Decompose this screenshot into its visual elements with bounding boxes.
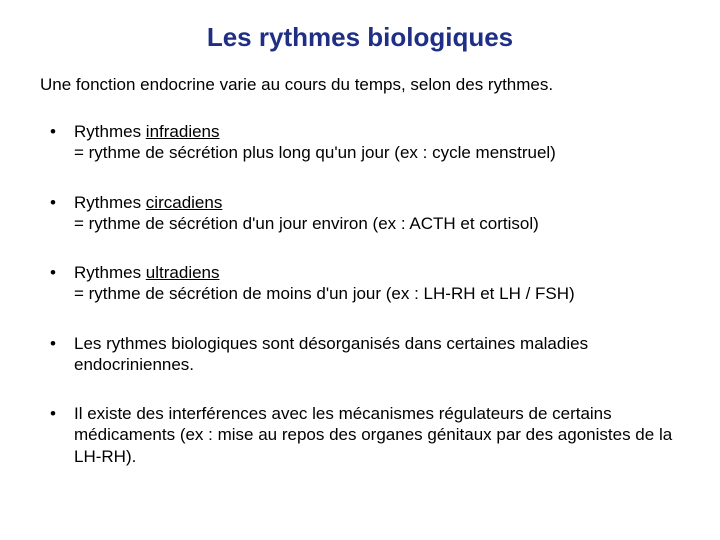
bullet-item: Rythmes infradiens = rythme de sécrétion… (40, 121, 680, 164)
bullet-line-1: Rythmes ultradiens (74, 262, 680, 283)
bullet-line-2: = rythme de sécrétion de moins d'un jour… (74, 283, 680, 304)
bullet-term: infradiens (146, 122, 220, 141)
slide: Les rythmes biologiques Une fonction end… (0, 0, 720, 540)
bullet-item: Rythmes ultradiens = rythme de sécrétion… (40, 262, 680, 305)
intro-text: Une fonction endocrine varie au cours du… (40, 75, 680, 95)
bullet-text: Il existe des interférences avec les méc… (74, 404, 672, 466)
bullet-list: Rythmes infradiens = rythme de sécrétion… (40, 121, 680, 467)
bullet-prefix: Rythmes (74, 122, 146, 141)
bullet-item: Les rythmes biologiques sont désorganisé… (40, 333, 680, 376)
bullet-item: Il existe des interférences avec les méc… (40, 403, 680, 467)
slide-title: Les rythmes biologiques (40, 22, 680, 53)
bullet-text: Les rythmes biologiques sont désorganisé… (74, 334, 588, 374)
bullet-line-2: = rythme de sécrétion plus long qu'un jo… (74, 142, 680, 163)
bullet-term: circadiens (146, 193, 223, 212)
bullet-prefix: Rythmes (74, 193, 146, 212)
bullet-line-1: Rythmes infradiens (74, 121, 680, 142)
bullet-line-1: Rythmes circadiens (74, 192, 680, 213)
bullet-item: Rythmes circadiens = rythme de sécrétion… (40, 192, 680, 235)
bullet-term: ultradiens (146, 263, 220, 282)
bullet-prefix: Rythmes (74, 263, 146, 282)
bullet-line-2: = rythme de sécrétion d'un jour environ … (74, 213, 680, 234)
